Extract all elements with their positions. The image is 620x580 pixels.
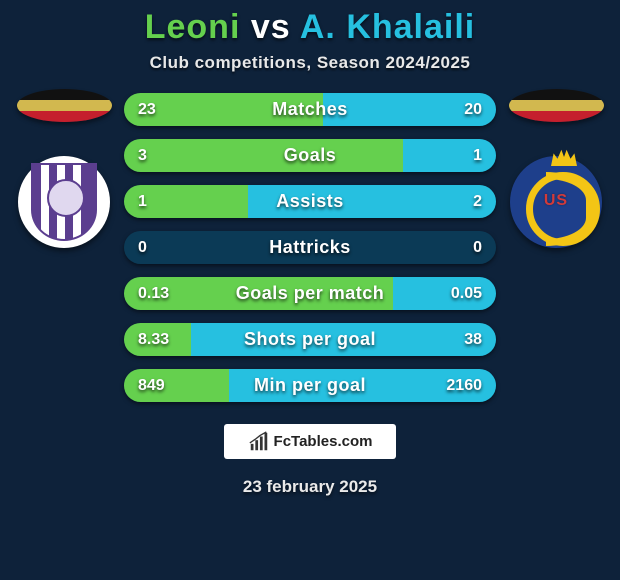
stat-row: 0 Hattricks 0 [124,231,496,264]
stat-value-left: 1 [138,193,147,211]
stat-label: Assists [276,191,344,212]
stat-value-right: 2160 [446,377,482,395]
stat-label: Min per goal [254,375,366,396]
stat-bars: 23Matches203Goals11Assists20Hattricks00.… [124,89,496,402]
stat-row: 0.13 Goals per match 0.05 [124,277,496,310]
stat-value-right: 20 [464,101,482,119]
stat-row: 849 Min per goal 2160 [124,369,496,402]
stat-row: 8.33 Shots per goal 38 [124,323,496,356]
vs-text: vs [251,8,291,46]
player1-name: Leoni [145,8,241,46]
left-nationality-flag [17,89,112,122]
fctables-watermark: FcTables.com [224,424,396,459]
stat-value-right: 0.05 [451,285,482,303]
left-club-crest [18,156,110,248]
right-nationality-flag [509,89,604,122]
season-subtitle: Club competitions, Season 2024/2025 [10,53,610,73]
stat-label: Hattricks [269,237,351,258]
stat-value-right: 38 [464,331,482,349]
stat-value-right: 1 [473,147,482,165]
stat-label: Goals [284,145,337,166]
player2-name: A. Khalaili [300,8,475,46]
comparison-body: 23Matches203Goals11Assists20Hattricks00.… [10,89,610,402]
stat-fill-left [124,139,403,172]
stat-value-left: 0 [138,239,147,257]
watermark-text: FcTables.com [274,433,373,450]
comparison-title: Leoni vs A. Khalaili [10,8,610,47]
right-club-crest: US [510,156,602,248]
right-player-column: US [502,89,610,248]
left-player-column [10,89,118,248]
stat-row: 3 Goals 1 [124,139,496,172]
stat-value-right: 2 [473,193,482,211]
comparison-date: 23 february 2025 [10,477,610,497]
stat-row: 23 Matches 20 [124,93,496,126]
stat-value-left: 849 [138,377,165,395]
chart-icon [248,431,270,453]
stat-label: Goals per match [236,283,385,304]
stat-row: 1 Assists 2 [124,185,496,218]
stat-label: Shots per goal [244,329,376,350]
stat-value-left: 3 [138,147,147,165]
stat-value-left: 0.13 [138,285,169,303]
stat-value-left: 8.33 [138,331,169,349]
right-club-initials: US [510,192,602,210]
stat-value-left: 23 [138,101,156,119]
stat-label: Matches [272,99,348,120]
stat-value-right: 0 [473,239,482,257]
